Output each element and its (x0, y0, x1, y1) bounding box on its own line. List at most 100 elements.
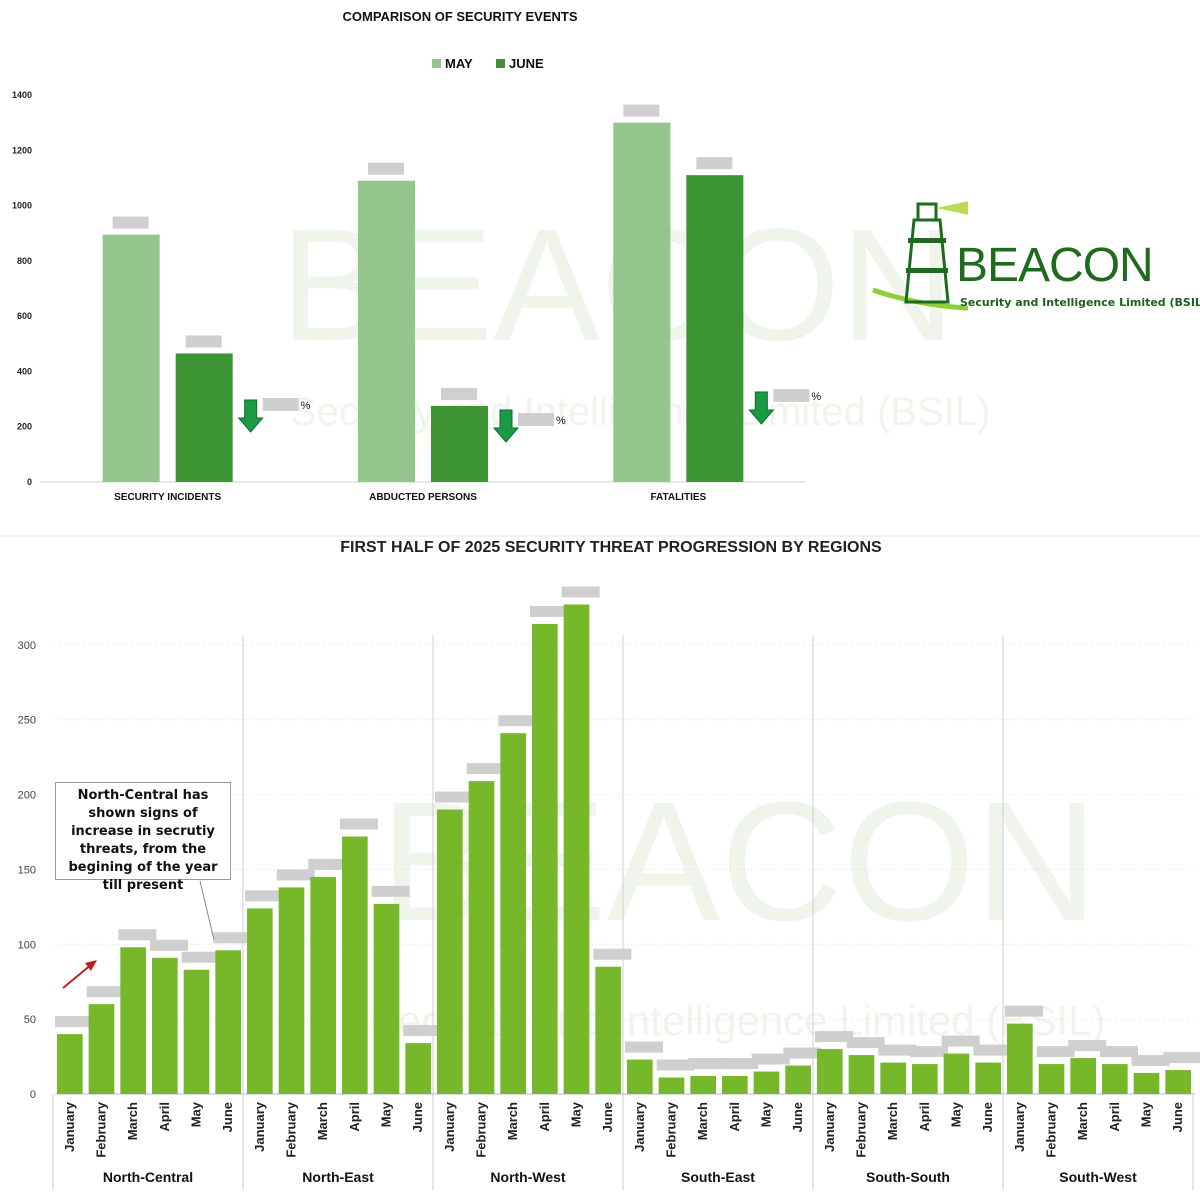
chart2-data-label (181, 951, 220, 963)
chart2-month-label: May (189, 1101, 204, 1127)
chart2-axis-labels: January February March April May June North-Ce… (62, 1101, 1185, 1185)
chart2-month-label: May (949, 1101, 964, 1127)
chart2-bar (785, 1065, 811, 1094)
chart2-region-label: South-South (866, 1169, 950, 1185)
chart2-bar (120, 947, 146, 1094)
chart2-data-label (1005, 1005, 1043, 1017)
chart1-change-label (773, 389, 810, 402)
chart2-bar (943, 1053, 970, 1094)
chart2-y-tick: 300 (18, 640, 36, 652)
chart2-month-label: January (1012, 1101, 1027, 1152)
chart2-data-label (435, 791, 473, 803)
annotation-leader (199, 880, 215, 941)
chart2-data-label (1036, 1046, 1075, 1058)
chart2-data-label (466, 763, 505, 775)
chart2-month-label: April (157, 1102, 172, 1132)
chart1-category-labels: SECURITY INCIDENTS ABDUCTED PERSONS FATALI… (114, 492, 706, 503)
chart2-bars (55, 586, 1200, 1094)
down-arrow-icon (492, 409, 520, 443)
chart2-bar (278, 887, 305, 1094)
chart2-data-label (751, 1053, 790, 1065)
chart2-bar (848, 1055, 875, 1094)
chart2-y-tick: 150 (18, 864, 36, 876)
chart2-bar (183, 969, 210, 1094)
chart1-y-tick: 1400 (12, 90, 32, 100)
chart2-bar (437, 809, 463, 1094)
watermark2-text: BEACON (380, 767, 1098, 957)
chart1-y-tick: 1000 (12, 201, 32, 211)
chart2-data-label (783, 1047, 822, 1059)
chart2-data-label (213, 932, 252, 944)
chart2-month-label: June (220, 1102, 235, 1132)
chart2-data-label (1068, 1040, 1107, 1052)
chart2-bar (373, 903, 400, 1094)
chart1-data-label (696, 157, 733, 170)
logo-name: BEACON (956, 239, 1154, 292)
chart2-month-label: February (474, 1101, 489, 1157)
chart1-bar-may (613, 122, 671, 483)
chart2-data-label (1131, 1055, 1170, 1067)
chart2-bar (468, 781, 495, 1094)
chart2-data-label (86, 986, 125, 998)
chart2-month-label: April (727, 1102, 742, 1132)
chart1-change-suffix: % (301, 400, 311, 412)
chart1-data-label (112, 216, 149, 229)
legend-swatch-may (432, 59, 441, 68)
chart1-title: COMPARISON OF SECURITY EVENTS (343, 9, 578, 24)
chart2-region-label: North-Central (103, 1169, 193, 1185)
chart2-bar (405, 1043, 431, 1094)
chart2-grid: 0 50 100 150 200 250 300 (18, 635, 1195, 1190)
chart2-bar (342, 836, 368, 1094)
chart2-y-tick: 100 (18, 939, 36, 951)
chart2-data-label (55, 1016, 93, 1028)
chart2-month-label: May (379, 1101, 394, 1127)
chart2-bar (532, 623, 558, 1094)
chart2-bar (690, 1076, 716, 1094)
chart2-bar (975, 1062, 1001, 1094)
chart2-data-label (245, 890, 283, 902)
chart1-bars: %%% (102, 104, 821, 483)
chart1-y-axis: 0 200 400 600 800 1000 1200 1400 (12, 90, 806, 487)
chart2-data-label (625, 1041, 663, 1053)
chart2-month-label: April (537, 1102, 552, 1132)
chart2-title: FIRST HALF OF 2025 SECURITY THREAT PROGR… (340, 539, 882, 556)
chart2-bar (563, 604, 590, 1094)
chart2-month-label: January (252, 1101, 267, 1152)
chart2-month-label: April (347, 1102, 362, 1132)
chart2-bar (247, 908, 273, 1094)
legend-label-june: JUNE (509, 56, 544, 71)
chart1-y-tick: 400 (17, 366, 32, 376)
chart2-month-label: March (1075, 1102, 1090, 1140)
chart1-data-label (185, 335, 222, 348)
chart2-month-label: April (1107, 1102, 1122, 1132)
chart2-bar (310, 876, 336, 1094)
chart2-y-tick: 0 (30, 1089, 36, 1101)
chart2-data-label (846, 1037, 885, 1049)
down-arrow-icon (748, 391, 775, 425)
chart2-data-label (340, 818, 378, 830)
chart2-bar (1038, 1064, 1065, 1094)
chart2-bar (215, 950, 241, 1094)
chart2-bar (500, 733, 526, 1094)
chart2-data-label (593, 948, 632, 960)
chart2-month-label: June (410, 1102, 425, 1132)
chart2-data-label (150, 939, 188, 951)
chart1-bar-june (686, 175, 744, 482)
chart2-data-label (973, 1044, 1012, 1056)
chart1-bar-june (431, 405, 488, 482)
chart1-bar-june (175, 353, 233, 482)
chart1-category-label: FATALITIES (650, 492, 706, 503)
chart2-month-label: February (1044, 1101, 1059, 1157)
chart2-month-label: January (822, 1101, 837, 1152)
chart2-bar (1102, 1064, 1128, 1094)
chart2-region-label: South-West (1059, 1169, 1137, 1185)
chart2-data-label (276, 869, 315, 881)
chart2-bar (817, 1049, 843, 1094)
annotation-arrow (62, 963, 93, 989)
chart1-data-label (441, 387, 477, 400)
chart2-region-label: North-East (302, 1169, 374, 1185)
chart2-bar (57, 1034, 83, 1094)
chart2-bar (1165, 1070, 1191, 1094)
chart2-bar (880, 1062, 906, 1094)
annotation-note: North-Central has shown signs of increas… (55, 782, 231, 893)
